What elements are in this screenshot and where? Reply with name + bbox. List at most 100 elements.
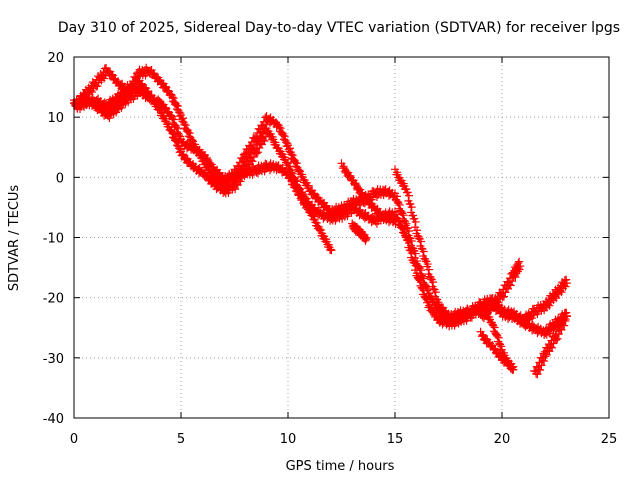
data-point-marker — [415, 276, 424, 285]
data-point-marker — [552, 294, 561, 303]
data-point-marker — [260, 136, 269, 145]
data-point-marker — [261, 120, 270, 129]
data-point-marker — [326, 245, 335, 254]
data-point-marker — [179, 150, 187, 159]
data-point-marker — [515, 265, 524, 274]
data-point-marker — [358, 188, 367, 197]
data-point-marker — [229, 172, 238, 181]
data-point-marker — [279, 131, 288, 140]
data-point-marker — [405, 239, 414, 248]
data-point-marker — [295, 166, 304, 175]
x-axis-label: GPS time / hours — [286, 459, 395, 474]
data-point-marker — [550, 292, 559, 301]
data-point-marker — [263, 128, 272, 137]
data-point-marker — [93, 82, 102, 91]
data-point-marker — [173, 124, 182, 133]
y-tick-label: -30 — [43, 352, 64, 367]
data-point-marker — [417, 278, 426, 287]
data-point-marker — [144, 87, 153, 96]
x-tick-label: 20 — [494, 432, 511, 447]
data-point-marker — [494, 298, 503, 307]
data-point-marker — [188, 136, 197, 145]
data-point-marker — [497, 342, 506, 351]
data-point-marker — [168, 93, 177, 102]
data-point-marker — [429, 278, 438, 287]
data-point-marker — [490, 344, 499, 353]
data-point-marker — [561, 282, 570, 291]
data-point-marker — [240, 169, 249, 178]
data-point-marker — [310, 189, 319, 198]
data-point-marker — [354, 183, 363, 192]
data-point-marker — [516, 262, 525, 271]
data-point-marker — [172, 101, 181, 110]
data-point-marker — [411, 261, 420, 270]
data-point-marker — [486, 306, 495, 315]
data-point-marker — [252, 149, 261, 158]
data-point-marker — [536, 365, 545, 374]
data-point-marker — [419, 286, 428, 295]
data-point-marker — [394, 199, 403, 208]
data-point-marker — [398, 209, 407, 218]
data-point-marker — [515, 257, 524, 266]
data-point-marker — [537, 361, 546, 370]
data-point-marker — [405, 226, 414, 235]
data-point-marker — [149, 69, 158, 78]
grid-lines — [74, 57, 609, 418]
data-point-marker — [241, 165, 250, 174]
data-point-marker — [562, 312, 571, 321]
data-point-marker — [174, 131, 183, 140]
data-point-marker — [275, 123, 284, 132]
data-point-marker — [402, 219, 411, 228]
data-point-marker — [168, 129, 177, 138]
data-point-marker — [291, 158, 300, 167]
data-point-marker — [508, 363, 517, 372]
data-point-marker — [431, 288, 440, 297]
data-point-marker — [425, 301, 434, 310]
data-point-marker — [490, 323, 499, 332]
y-axis-label: SDTVAR / TECUs — [7, 185, 22, 292]
x-tick-label: 0 — [70, 432, 78, 447]
data-point-marker — [407, 203, 416, 212]
data-point-marker — [541, 352, 550, 361]
data-point-marker — [398, 224, 407, 233]
x-tick-label: 15 — [387, 432, 404, 447]
data-point-marker — [100, 74, 109, 83]
data-point-marker — [300, 193, 309, 202]
x-tick-label: 10 — [280, 432, 297, 447]
data-point-marker — [108, 70, 117, 79]
data-point-marker — [401, 231, 410, 240]
data-point-marker — [411, 217, 420, 226]
data-point-marker — [164, 86, 173, 95]
y-tick-label: -20 — [43, 292, 64, 307]
data-point-marker — [88, 88, 97, 97]
data-point-marker — [172, 137, 181, 146]
data-point-marker — [402, 232, 411, 241]
data-point-marker — [327, 246, 336, 255]
data-point-marker — [407, 249, 416, 258]
data-point-marker — [399, 211, 408, 220]
data-point-marker — [540, 357, 549, 366]
data-points — [70, 63, 571, 379]
data-point-marker — [482, 312, 491, 321]
data-point-marker — [419, 247, 428, 256]
data-point-marker — [184, 128, 193, 137]
y-tick-label: -10 — [43, 232, 64, 247]
data-point-marker — [557, 288, 566, 297]
y-tick-label: -40 — [43, 412, 64, 427]
data-point-marker — [346, 171, 355, 180]
data-point-marker — [511, 273, 520, 282]
data-point-marker — [169, 115, 178, 124]
data-point-marker — [508, 277, 517, 286]
data-point-marker — [552, 336, 561, 345]
data-point-marker — [415, 264, 424, 273]
data-point-marker — [405, 191, 414, 200]
data-point-marker — [562, 308, 571, 317]
axis-ticks — [73, 56, 610, 419]
data-point-marker — [493, 332, 502, 341]
data-point-marker — [548, 343, 557, 352]
data-point-marker — [291, 176, 300, 185]
data-point-marker — [508, 362, 517, 371]
data-point-marker — [180, 120, 189, 129]
chart-title: Day 310 of 2025, Sidereal Day-to-day VTE… — [58, 20, 620, 36]
data-point-marker — [236, 177, 245, 186]
